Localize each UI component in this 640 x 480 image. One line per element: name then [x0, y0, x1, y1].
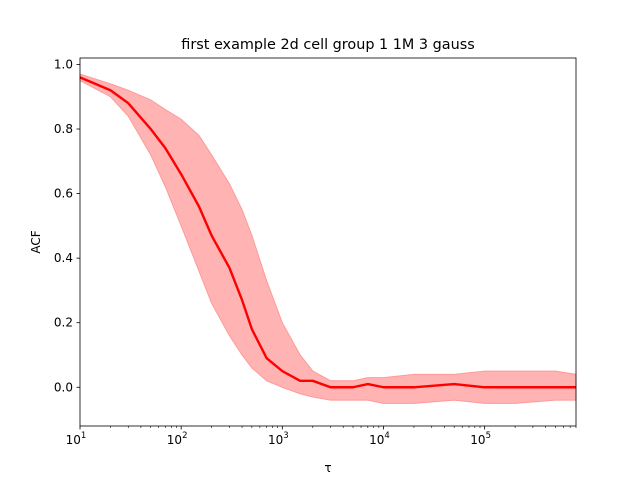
y-tick-label-2: 0.4: [54, 251, 73, 265]
axes-frame: [79, 57, 577, 427]
y-tick-label-0: 0.0: [54, 380, 73, 394]
series-0-line: [79, 76, 576, 389]
y-axis-label: ACF: [29, 230, 43, 253]
y-tick-label-1: 0.2: [54, 316, 73, 330]
x-axis-label: τ: [324, 461, 331, 475]
y-tick-label-5: 1.0: [54, 57, 73, 71]
y-tick-label-4: 0.8: [54, 122, 73, 136]
y-tick-label-3: 0.6: [54, 187, 73, 201]
chart-title: first example 2d cell group 1 1M 3 gauss: [181, 37, 474, 53]
